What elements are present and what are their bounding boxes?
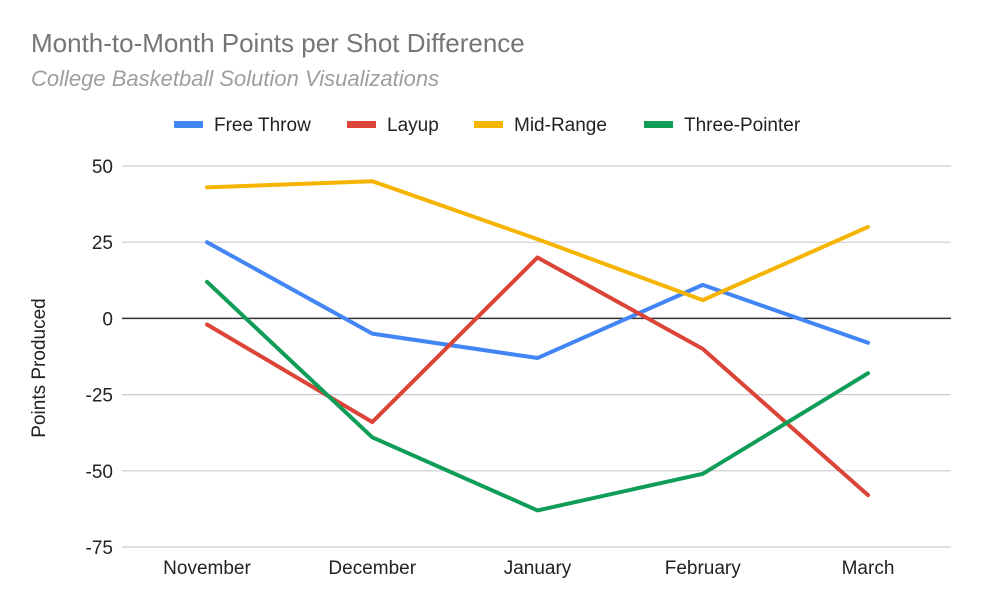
chart-title: Month-to-Month Points per Shot Differenc… <box>31 28 525 58</box>
legend-item-three-pointer: Three-Pointer <box>644 115 801 136</box>
legend-item-mid-range: Mid-Range <box>474 115 607 136</box>
legend-label: Free Throw <box>214 115 311 136</box>
series-line-mid-range <box>205 179 870 303</box>
y-tick-label: -50 <box>86 462 113 483</box>
y-tick-label: 50 <box>92 157 113 178</box>
legend-swatch <box>347 121 376 128</box>
series-line-three-pointer <box>205 279 870 513</box>
chart-subtitle: College Basketball Solution Visualizatio… <box>31 66 440 91</box>
y-axis-label: Points Produced <box>29 298 50 437</box>
series-line-layup <box>205 255 870 498</box>
legend-swatch <box>644 121 673 128</box>
x-tick-label: December <box>328 558 416 579</box>
gridlines <box>122 165 951 548</box>
series-line-free-throw <box>205 240 870 361</box>
legend-label: Mid-Range <box>514 115 607 136</box>
x-tick-labels: November December January February March <box>163 558 894 579</box>
y-tick-label: 0 <box>102 309 113 330</box>
y-tick-label: -75 <box>86 538 113 559</box>
legend-swatch <box>174 121 203 128</box>
x-tick-label: February <box>665 558 742 579</box>
x-tick-label: November <box>163 558 251 579</box>
y-tick-label: -25 <box>86 386 113 407</box>
x-tick-label: March <box>842 558 895 579</box>
legend-label: Layup <box>387 115 439 136</box>
legend-item-free-throw: Free Throw <box>174 115 311 136</box>
legend-label: Three-Pointer <box>684 115 801 136</box>
series-lines <box>205 179 870 513</box>
legend-swatch <box>474 121 503 128</box>
legend: Free Throw Layup Mid-Range Three-Pointer <box>174 115 801 136</box>
y-tick-labels: 50 25 0 -25 -50 -75 <box>86 157 113 559</box>
y-tick-label: 25 <box>92 233 113 254</box>
legend-item-layup: Layup <box>347 115 439 136</box>
x-tick-label: January <box>504 558 572 579</box>
